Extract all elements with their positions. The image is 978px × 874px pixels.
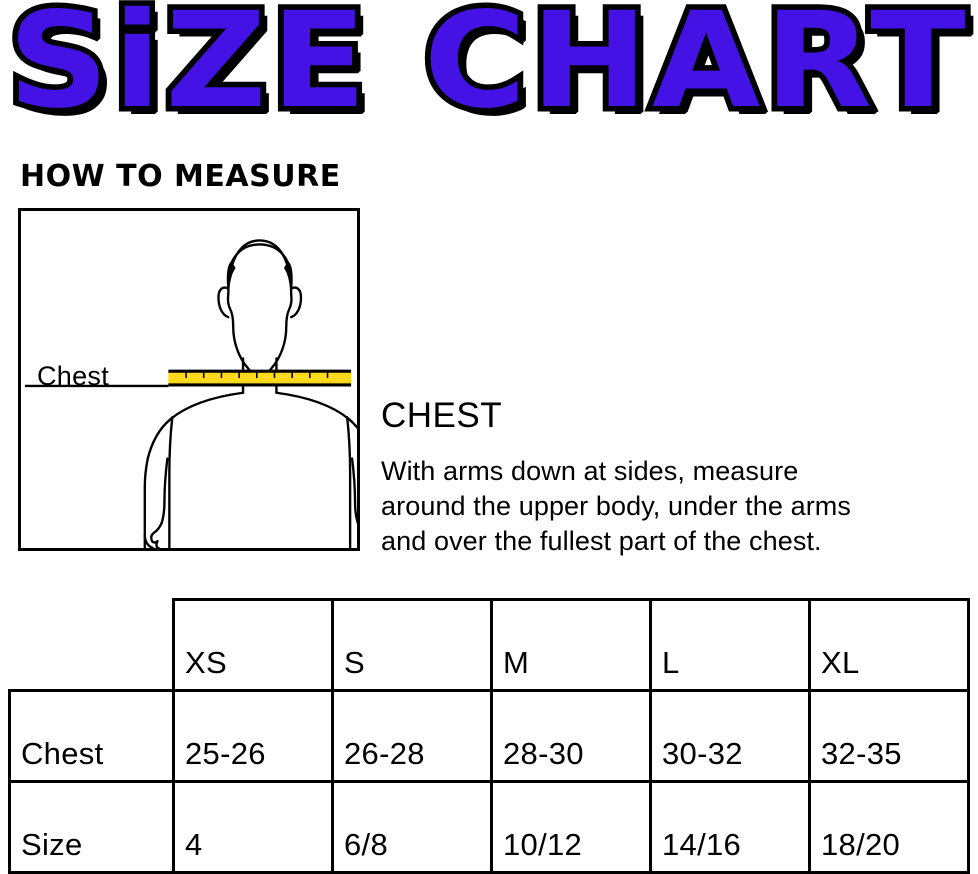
cell-size-m: 10/12	[490, 780, 652, 874]
body-figure-svg	[24, 239, 357, 548]
table-header-m: M	[490, 598, 652, 692]
shoulder-left-icon	[146, 391, 245, 460]
cell-size-xs: 4	[172, 780, 334, 874]
cell-size-l: 14/16	[649, 780, 811, 874]
measurement-illustration-box: Chest	[18, 208, 360, 551]
chest-callout-label: Chest	[37, 361, 110, 391]
table-header-xl: XL	[808, 598, 970, 692]
row-label-size: Size	[8, 780, 175, 874]
cell-chest-s: 26-28	[331, 689, 493, 783]
torso-right-icon	[345, 416, 352, 548]
cell-chest-l: 30-32	[649, 689, 811, 783]
title-banner: SiZE CHART	[0, 0, 978, 150]
cell-chest-m: 28-30	[490, 689, 652, 783]
table-header-l: L	[649, 598, 811, 692]
how-to-measure-heading: HOW TO MEASURE	[20, 159, 341, 194]
arm-right-inner-icon	[350, 457, 357, 525]
ear-left-icon	[217, 286, 230, 319]
chest-heading: CHEST	[381, 396, 503, 435]
cell-size-s: 6/8	[331, 780, 493, 874]
size-chart-table: XS S M L XL Chest 25-26 26-28 28-30 30-3…	[8, 598, 970, 874]
table-row: Size 4 6/8 10/12 14/16 18/20	[8, 780, 970, 874]
hairline-icon	[230, 243, 290, 265]
cell-chest-xs: 25-26	[172, 689, 334, 783]
head-top-icon	[227, 239, 293, 296]
cell-chest-xl: 32-35	[808, 689, 970, 783]
arm-left-inner-icon	[160, 457, 169, 525]
row-label-chest: Chest	[8, 689, 175, 783]
hand-left-icon	[150, 522, 163, 548]
chest-description-block: CHEST With arms down at sides, measure a…	[381, 396, 971, 559]
table-header-xs: XS	[172, 598, 334, 692]
measuring-tape-icon	[168, 369, 352, 387]
table-row: Chest 25-26 26-28 28-30 30-32 32-35	[8, 689, 970, 783]
arm-left-outer-icon	[143, 457, 149, 548]
shoulder-right-icon	[275, 391, 357, 430]
hand-left-outer-icon	[143, 534, 154, 548]
table-corner-blank	[10, 600, 174, 691]
table-header-s: S	[331, 598, 493, 692]
body-outline-group	[143, 239, 357, 548]
ear-right-icon	[289, 286, 303, 319]
table-header-row: XS S M L XL	[10, 598, 970, 692]
chest-description-text: With arms down at sides, measure around …	[381, 456, 852, 556]
torso-left-icon	[168, 416, 174, 548]
cell-size-xl: 18/20	[808, 780, 970, 874]
page-title: SiZE CHART	[2, 0, 971, 142]
